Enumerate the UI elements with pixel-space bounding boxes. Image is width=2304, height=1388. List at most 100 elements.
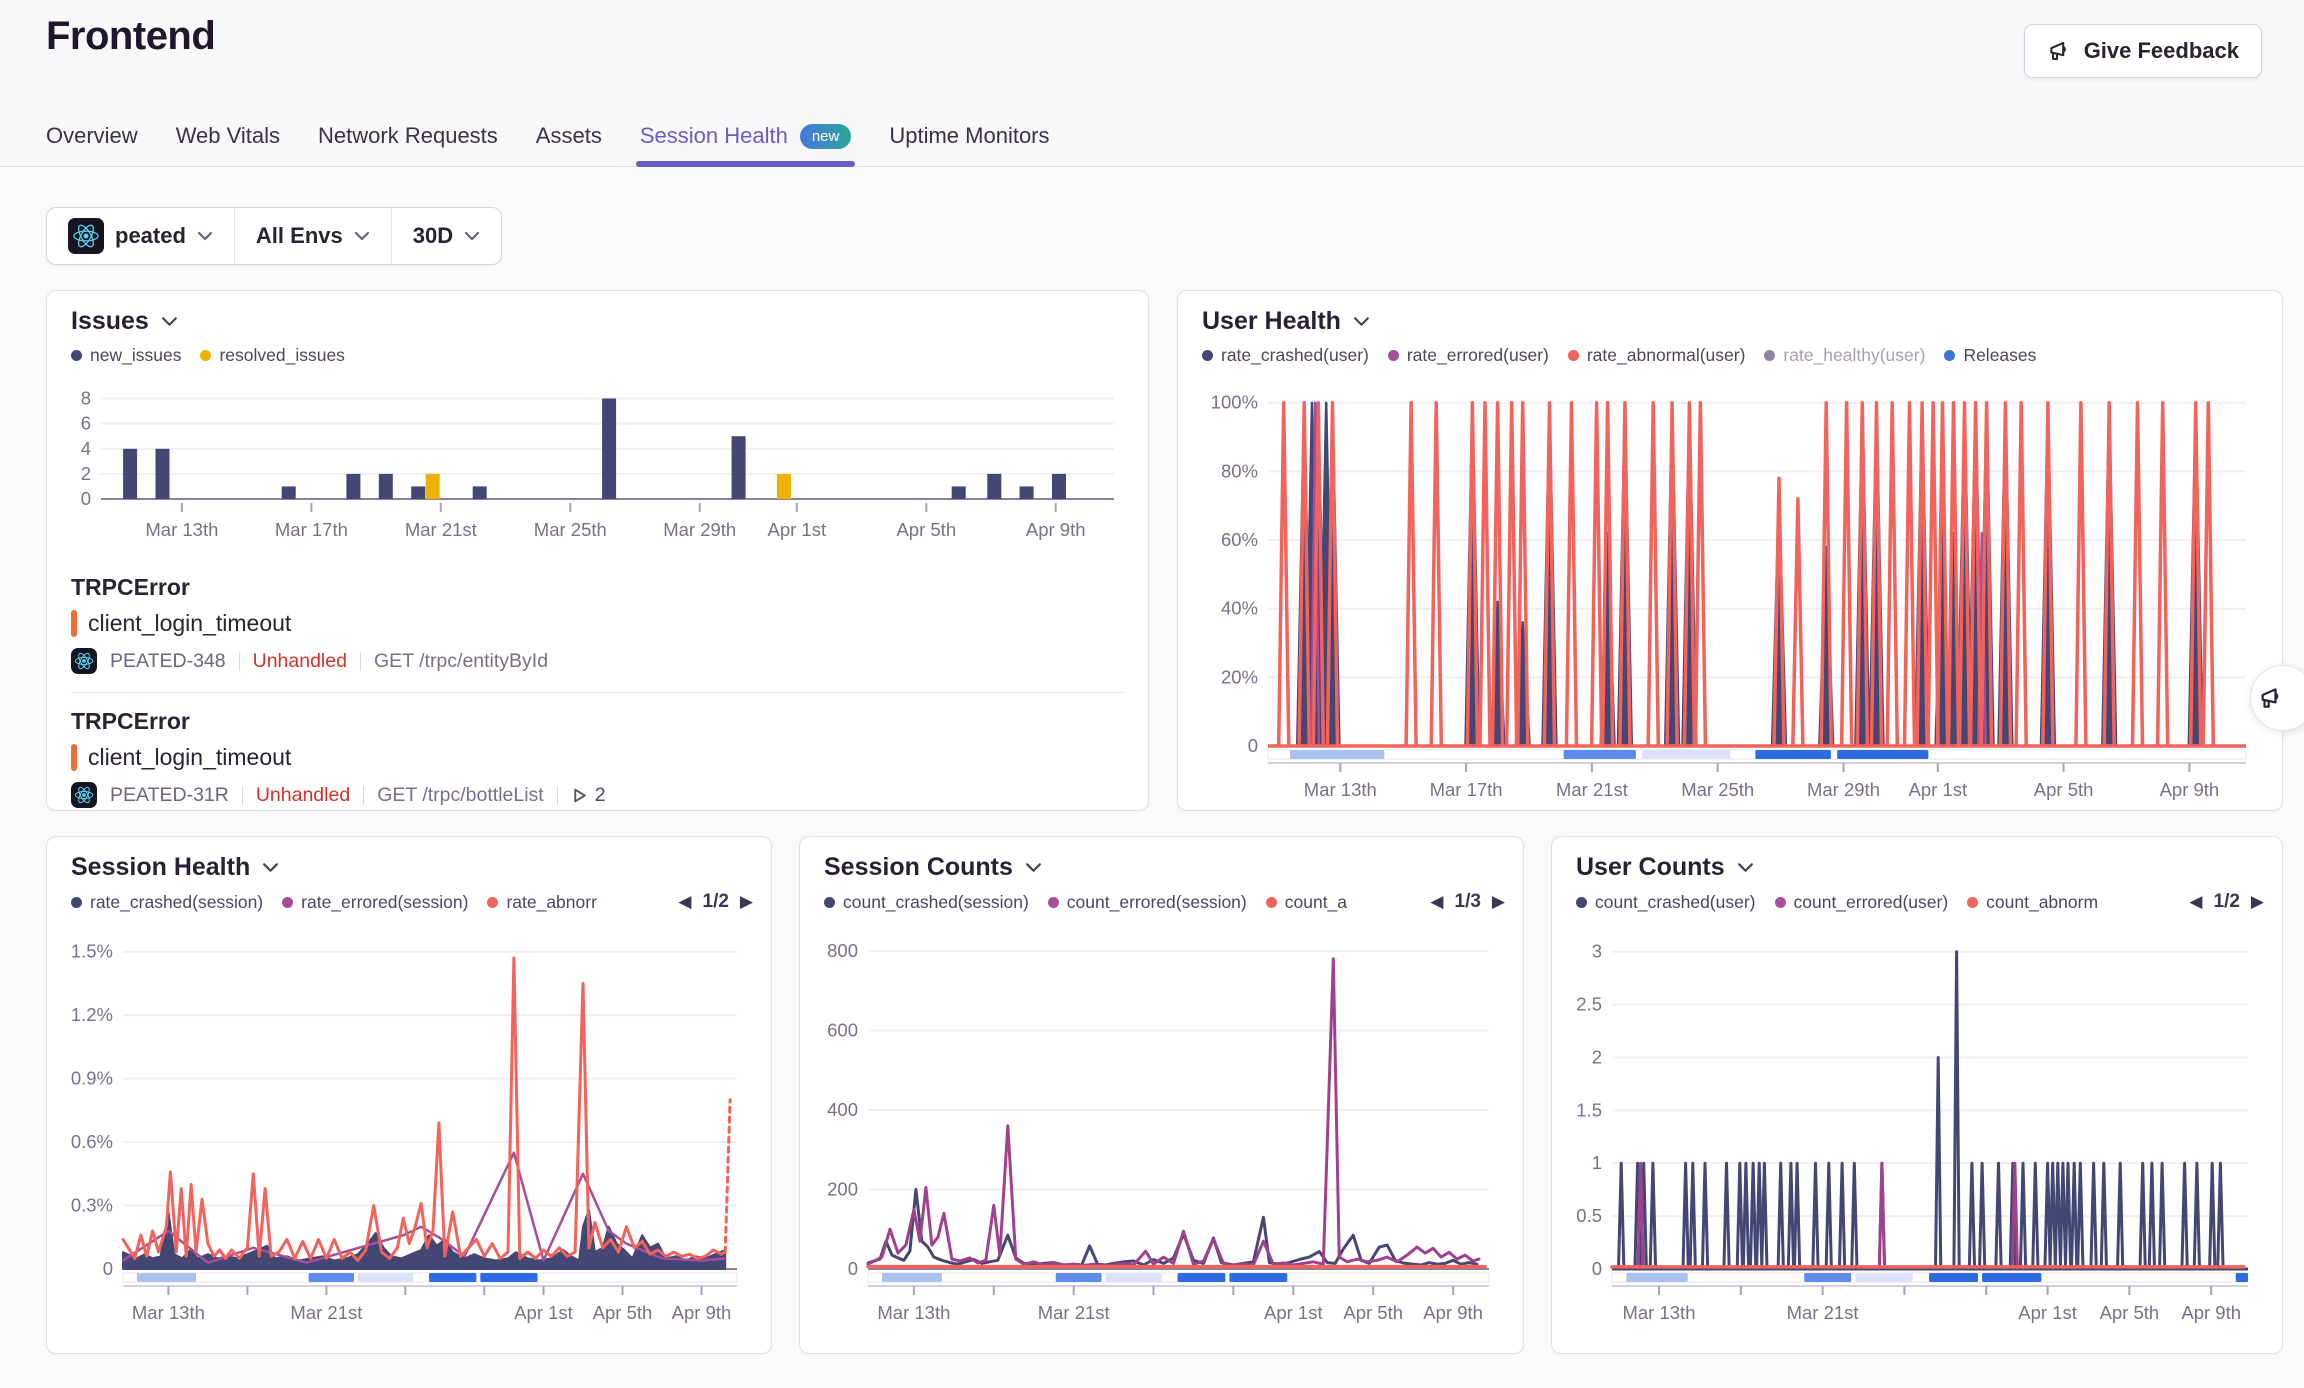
svg-text:Apr 9th: Apr 9th [1423, 1302, 1483, 1323]
session-counts-chart[interactable]: 0200400600800Mar 13thMar 21stApr 1stApr … [812, 923, 1507, 1344]
svg-text:0: 0 [1248, 735, 1258, 756]
legend-label: rate_errored(user) [1407, 345, 1549, 366]
svg-text:3: 3 [1592, 941, 1602, 962]
legend-label: rate_errored(session) [301, 892, 468, 913]
project-selector[interactable]: peated [47, 208, 234, 264]
legend-item-count-errored-session[interactable]: count_errored(session) [1048, 892, 1247, 913]
give-feedback-button[interactable]: Give Feedback [2024, 24, 2262, 78]
svg-text:100%: 100% [1211, 392, 1258, 413]
tab-web-vitals[interactable]: Web Vitals [176, 123, 280, 166]
issue-type[interactable]: TRPCError [71, 708, 1124, 735]
legend-next-arrow[interactable]: ▶ [2251, 892, 2264, 912]
legend-label: rate_crashed(user) [1221, 345, 1369, 366]
svg-text:8: 8 [81, 388, 91, 409]
legend-dot [1568, 350, 1579, 361]
legend-page-indicator: 1/2 [703, 891, 729, 913]
legend-dot [1764, 350, 1775, 361]
user-counts-panel-title-dropdown[interactable]: User Counts [1576, 853, 1754, 882]
panel-title: Session Counts [824, 853, 1013, 882]
legend-dot [282, 897, 293, 908]
legend-item-rate-errored-user[interactable]: rate_errored(user) [1388, 345, 1549, 366]
legend-dot [200, 350, 211, 361]
issues-panel: Issues new_issues resolved_issues 02468Ma… [46, 290, 1149, 811]
chevron-down-icon [262, 862, 279, 873]
legend-item-new-issues[interactable]: new_issues [71, 345, 181, 366]
legend-item-rate-healthy-user[interactable]: rate_healthy(user) [1764, 345, 1925, 366]
legend-item-count-a[interactable]: count_a [1266, 892, 1347, 913]
svg-text:Mar 29th: Mar 29th [1807, 779, 1880, 800]
session-health-chart[interactable]: 00.3%0.6%0.9%1.2%1.5%Mar 13thMar 21stApr… [59, 923, 755, 1344]
issue-unhandled-tag: Unhandled [256, 784, 350, 807]
user-health-chart[interactable]: 020%40%60%80%100%Mar 13thMar 17thMar 21s… [1202, 379, 2264, 803]
environment-selector[interactable]: All Envs [234, 208, 391, 264]
issue-type[interactable]: TRPCError [71, 574, 1124, 601]
legend-item-count-abnorm[interactable]: count_abnorm [1967, 892, 2098, 913]
svg-text:Apr 1st: Apr 1st [1908, 779, 1967, 800]
session-counts-panel-title-dropdown[interactable]: Session Counts [824, 853, 1042, 882]
panel-title: User Counts [1576, 853, 1725, 882]
session-health-panel: Session Health rate_crashed(session) rate… [46, 836, 772, 1354]
svg-text:Apr 9th: Apr 9th [2160, 779, 2220, 800]
issue-short-id: PEATED-348 [110, 650, 226, 673]
legend-item-count-errored-user[interactable]: count_errored(user) [1775, 892, 1949, 913]
issue-item[interactable]: TRPCErrorclient_login_timeoutPEATED-31RU… [71, 693, 1124, 826]
tab-assets[interactable]: Assets [536, 123, 602, 166]
legend-dot [1202, 350, 1213, 361]
legend-prev-arrow[interactable]: ◀ [678, 892, 691, 912]
tab-uptime-monitors[interactable]: Uptime Monitors [889, 123, 1049, 166]
legend-dot [1775, 897, 1786, 908]
legend-label: rate_abnorr [506, 892, 596, 913]
legend-prev-arrow[interactable]: ◀ [1430, 892, 1443, 912]
legend-label: count_a [1285, 892, 1347, 913]
user-health-panel: User Health rate_crashed(user) rate_error… [1177, 290, 2283, 811]
user_counts-chart-svg: 00.511.522.53Mar 13thMar 21stApr 1stApr … [1564, 923, 2266, 1344]
chevron-down-icon [354, 231, 370, 241]
legend-item-releases[interactable]: Releases [1944, 345, 2036, 366]
user-counts-chart[interactable]: 00.511.522.53Mar 13thMar 21stApr 1stApr … [1564, 923, 2266, 1344]
legend-label: count_crashed(user) [1595, 892, 1756, 913]
svg-text:Mar 21st: Mar 21st [1038, 1302, 1110, 1323]
legend-label: count_crashed(session) [843, 892, 1029, 913]
svg-text:Mar 13th: Mar 13th [132, 1302, 205, 1323]
replay-count[interactable]: 2 [571, 784, 606, 807]
legend-label: new_issues [90, 345, 181, 366]
tab-network-requests[interactable]: Network Requests [318, 123, 498, 166]
user-health-panel-title-dropdown[interactable]: User Health [1202, 307, 1370, 336]
legend-label: Releases [1963, 345, 2036, 366]
svg-text:Apr 5th: Apr 5th [1343, 1302, 1403, 1323]
date-range-selector[interactable]: 30D [391, 208, 501, 264]
legend-prev-arrow[interactable]: ◀ [2189, 892, 2202, 912]
svg-text:Mar 17th: Mar 17th [275, 519, 348, 540]
replay-play-icon [571, 787, 588, 804]
new-badge: new [800, 124, 852, 149]
divider [239, 652, 240, 671]
tab-overview[interactable]: Overview [46, 123, 138, 166]
svg-text:800: 800 [827, 940, 858, 961]
legend-item-rate-abnorr[interactable]: rate_abnorr [487, 892, 596, 913]
issue-item[interactable]: TRPCErrorclient_login_timeoutPEATED-348U… [71, 559, 1124, 693]
legend-item-count-crashed-session[interactable]: count_crashed(session) [824, 892, 1029, 913]
legend-item-rate-crashed-user[interactable]: rate_crashed(user) [1202, 345, 1369, 366]
issue-short-id: PEATED-31R [110, 784, 229, 807]
svg-text:Mar 29th: Mar 29th [663, 519, 736, 540]
legend-dot [1266, 897, 1277, 908]
legend-next-arrow[interactable]: ▶ [740, 892, 753, 912]
chevron-down-icon [1353, 316, 1370, 327]
replay-count-value: 2 [595, 784, 606, 807]
issues-panel-title-dropdown[interactable]: Issues [71, 307, 178, 336]
environment-selector-value: All Envs [256, 223, 343, 249]
megaphone-icon [2258, 684, 2286, 712]
svg-text:20%: 20% [1221, 666, 1258, 687]
legend-item-count-crashed-user[interactable]: count_crashed(user) [1576, 892, 1756, 913]
tab-session-health[interactable]: Session Healthnew [640, 123, 852, 166]
legend-item-rate-abnormal-user[interactable]: rate_abnormal(user) [1568, 345, 1746, 366]
legend-item-resolved-issues[interactable]: resolved_issues [200, 345, 344, 366]
issues-chart[interactable]: 02468Mar 13thMar 17thMar 21stMar 25thMar… [71, 383, 1128, 555]
legend-next-arrow[interactable]: ▶ [1492, 892, 1505, 912]
svg-text:0: 0 [81, 488, 91, 509]
date-range-selector-value: 30D [413, 223, 453, 249]
session-health-panel-title-dropdown[interactable]: Session Health [71, 853, 279, 882]
legend-item-rate-crashed-session[interactable]: rate_crashed(session) [71, 892, 263, 913]
legend-item-rate-errored-session[interactable]: rate_errored(session) [282, 892, 468, 913]
legend-dot [1388, 350, 1399, 361]
